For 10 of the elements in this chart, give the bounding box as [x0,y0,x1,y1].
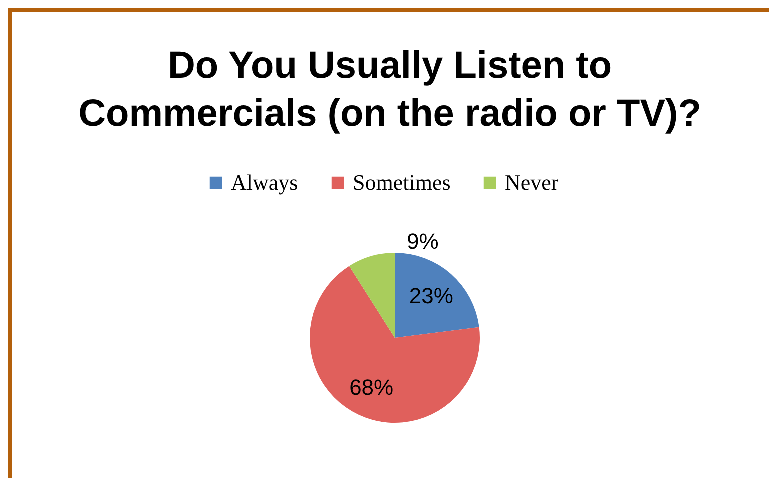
data-label: 68% [350,374,394,400]
data-label: 9% [407,228,439,254]
legend-label: Sometimes [353,170,451,195]
legend-label: Never [505,170,560,195]
data-label: 23% [409,284,454,309]
legend-label: Always [231,170,298,195]
chart-title: Do You Usually Listen to Commercials (on the radio or TV)? [78,44,702,138]
pie-slice [349,253,395,338]
pie-slice [395,253,480,338]
pie-slice [310,266,480,423]
